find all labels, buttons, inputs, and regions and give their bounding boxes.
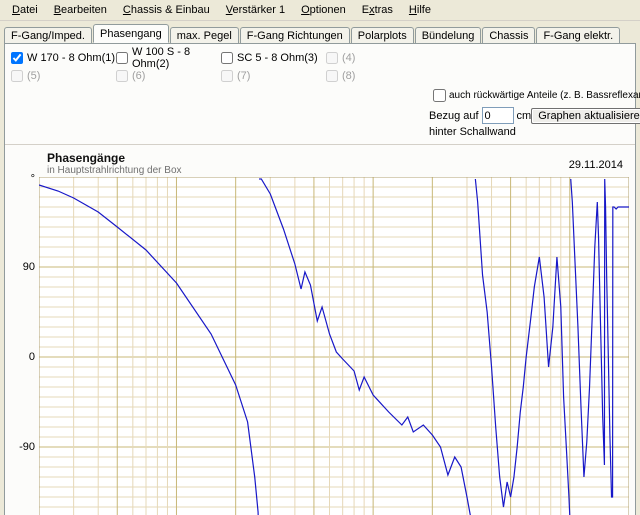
chart-subtitle: in Hauptstrahlrichtung der Box [47, 165, 182, 176]
right-controls: auch rückwärtige Anteile (z. B. Bassrefl… [429, 86, 629, 140]
chart-date: 29.11.2014 [569, 159, 623, 171]
series-check-3[interactable] [221, 52, 233, 64]
tab-f-gang-richtungen[interactable]: F-Gang Richtungen [240, 27, 350, 44]
series-label-5: (5) [27, 70, 40, 82]
tab-phasengang[interactable]: Phasengang [93, 24, 169, 43]
series-label-7: (7) [237, 70, 250, 82]
series-check-7 [221, 70, 233, 82]
series-check-5 [11, 70, 23, 82]
menu-extras[interactable]: Extras [354, 2, 401, 18]
tab-b-ndelung[interactable]: Bündelung [415, 27, 482, 44]
tab-f-gang-elektr-[interactable]: F-Gang elektr. [536, 27, 620, 44]
ref-input[interactable] [482, 107, 514, 124]
menu-datei[interactable]: Datei [4, 2, 46, 18]
series-label-8: (8) [342, 70, 355, 82]
series-label-3: SC 5 - 8 Ohm(3) [237, 52, 318, 64]
tab-panel-phasengang: W 170 - 8 Ohm(1) W 100 S - 8 Ohm(2) SC 5 -… [4, 43, 636, 515]
series-label-2: W 100 S - 8 Ohm(2) [132, 46, 221, 70]
ref-unit: cm [517, 110, 532, 122]
controls-row: W 170 - 8 Ohm(1) W 100 S - 8 Ohm(2) SC 5 -… [5, 44, 635, 145]
tab-chassis[interactable]: Chassis [482, 27, 535, 44]
tab-f-gang-imped-[interactable]: F-Gang/Imped. [4, 27, 92, 44]
series-check-8 [326, 70, 338, 82]
tab-max-pegel[interactable]: max. Pegel [170, 27, 239, 44]
ref-prefix: Bezug auf [429, 110, 479, 122]
series-label-6: (6) [132, 70, 145, 82]
menu-bearbeiten[interactable]: Bearbeiten [46, 2, 115, 18]
rearward-label: auch rückwärtige Anteile (z. B. Bassrefl… [449, 90, 640, 101]
menu-hilfe[interactable]: Hilfe [401, 2, 439, 18]
y-tick: 0 [5, 351, 35, 363]
menu-optionen[interactable]: Optionen [293, 2, 354, 18]
series-check-4 [326, 52, 338, 64]
y-tick: 90 [5, 261, 35, 273]
rearward-checkbox[interactable] [433, 89, 446, 102]
menu-bar: DateiBearbeitenChassis & EinbauVerstärke… [0, 0, 640, 21]
series-label-1: W 170 - 8 Ohm(1) [27, 52, 115, 64]
refresh-button[interactable]: Graphen aktualisieren [531, 108, 640, 124]
series-checkboxes: W 170 - 8 Ohm(1)W 100 S - 8 Ohm(2)SC 5 -… [11, 50, 431, 86]
series-label-4: (4) [342, 52, 355, 64]
chart-plot [39, 177, 629, 515]
series-check-2[interactable] [116, 52, 128, 64]
menu-chassis-einbau[interactable]: Chassis & Einbau [115, 2, 218, 18]
y-tick: -90 [5, 441, 35, 453]
y-axis-unit: ° [5, 173, 35, 185]
chart-title: Phasengänge [47, 151, 125, 165]
tab-strip: F-Gang/Imped.Phasengangmax. PegelF-Gang … [0, 21, 640, 43]
menu-verst-rker-1[interactable]: Verstärker 1 [218, 2, 293, 18]
series-check-1[interactable] [11, 52, 23, 64]
chart-area: Phasengänge in Hauptstrahlrichtung der B… [5, 145, 635, 515]
ref-below: hinter Schallwand [429, 126, 516, 138]
series-check-6 [116, 70, 128, 82]
tab-polarplots[interactable]: Polarplots [351, 27, 414, 44]
